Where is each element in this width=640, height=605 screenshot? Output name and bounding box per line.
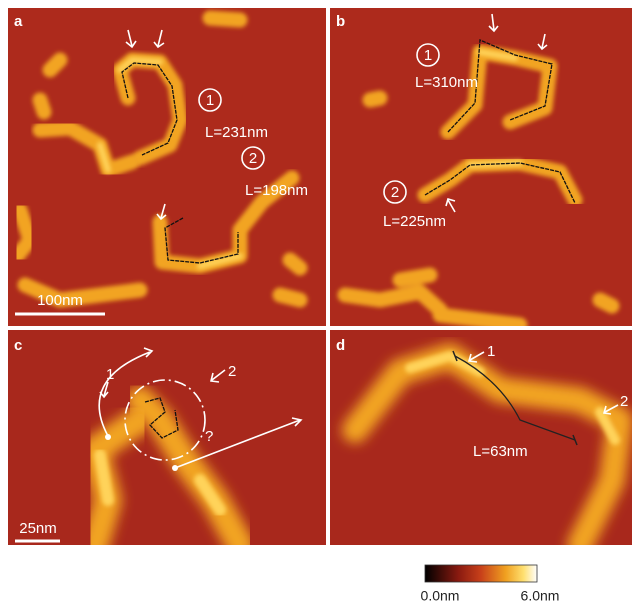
panel-d — [330, 330, 632, 545]
panel-b — [330, 8, 632, 326]
annotation: 1 — [106, 366, 114, 383]
annotation: L=198nm — [245, 182, 308, 199]
annotation: L=225nm — [383, 213, 446, 230]
annotation: L=63nm — [473, 443, 528, 460]
annotation: 2 — [249, 150, 257, 167]
colorbar-label: 0.0nm — [421, 588, 460, 604]
annotation: 2 — [391, 184, 399, 201]
panel-a — [8, 8, 326, 326]
annotation: 2 — [228, 363, 236, 380]
scale-bar-label: 25nm — [19, 520, 57, 537]
panel-c — [8, 330, 326, 545]
figure: a 1 L=231nm 2 L=198nm 100nm b 1 L=310nm … — [0, 0, 640, 605]
annotation: 1 — [487, 343, 495, 360]
annotation: L=310nm — [415, 74, 478, 91]
annotation: ? — [205, 428, 213, 445]
panel-label: b — [336, 13, 345, 30]
panel-label: c — [14, 337, 22, 354]
annotation: 1 — [424, 47, 432, 64]
annotation: L=231nm — [205, 124, 268, 141]
colorbar — [425, 565, 537, 582]
colorbar-label: 6.0nm — [521, 588, 560, 604]
annotation: 2 — [620, 393, 628, 410]
annotation: 1 — [206, 92, 214, 109]
panel-label: a — [14, 13, 23, 30]
panel-label: d — [336, 337, 345, 354]
scale-bar-label: 100nm — [37, 292, 83, 309]
